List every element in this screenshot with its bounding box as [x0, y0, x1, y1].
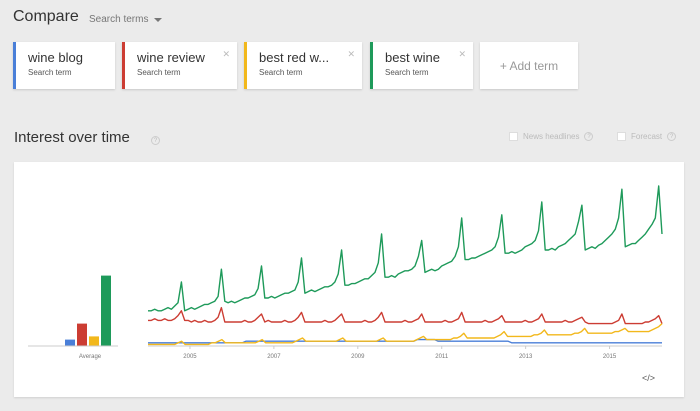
forecast-label: Forecast [631, 132, 663, 141]
news-headlines-option[interactable]: News headlines ? [509, 132, 594, 141]
news-headlines-label: News headlines [523, 132, 580, 141]
x-tick-label: 2015 [603, 354, 617, 360]
term-subtitle: Search term [259, 68, 303, 77]
add-term-button[interactable]: + Add term [480, 42, 578, 89]
average-bar [89, 336, 99, 346]
average-bar [77, 323, 87, 346]
help-icon[interactable]: ? [151, 136, 160, 145]
term-subtitle: Search term [28, 68, 72, 77]
search-terms-label: Search terms [89, 14, 149, 25]
term-name: wine review [137, 50, 205, 65]
forecast-option[interactable]: Forecast ? [617, 132, 677, 141]
term-card-best-wine[interactable]: best wine Search term ✕ [370, 42, 473, 89]
interest-chart: Average 2005 2007 2009 2011 2013 2015 [28, 185, 663, 360]
close-icon[interactable]: ✕ [222, 49, 230, 59]
x-tick-label: 2013 [519, 354, 533, 360]
average-bar [65, 339, 75, 346]
x-tick-label: 2011 [435, 354, 449, 360]
term-name: wine blog [28, 50, 83, 65]
x-tick-label: 2005 [183, 354, 197, 360]
close-icon[interactable]: ✕ [458, 49, 466, 59]
term-subtitle: Search term [137, 68, 181, 77]
news-headlines-checkbox[interactable] [509, 132, 518, 141]
section-title: Interest over time [14, 129, 130, 146]
help-icon[interactable]: ? [584, 132, 594, 141]
close-icon[interactable]: ✕ [347, 49, 355, 59]
term-name: best wine [385, 50, 440, 65]
term-card-wine-blog[interactable]: wine blog Search term [13, 42, 115, 89]
help-icon[interactable]: ? [667, 132, 677, 141]
series-line [148, 323, 663, 346]
interest-chart-panel: Average 2005 2007 2009 2011 2013 2015 [14, 162, 684, 397]
series-line [148, 306, 663, 325]
term-name: best red w... [259, 50, 330, 65]
embed-code-icon[interactable]: </> [642, 373, 656, 383]
average-label: Average [79, 354, 102, 360]
x-tick-label: 2009 [351, 354, 365, 360]
average-bar [101, 275, 111, 346]
search-terms-dropdown[interactable]: Search terms [89, 14, 163, 25]
compare-title: Compare [13, 8, 79, 25]
caret-down-icon [154, 17, 163, 22]
series-line [148, 185, 663, 312]
term-card-wine-review[interactable]: wine review Search term ✕ [122, 42, 237, 89]
forecast-checkbox[interactable] [617, 132, 626, 141]
x-tick-label: 2007 [267, 354, 281, 360]
term-card-best-red-wine[interactable]: best red w... Search term ✕ [244, 42, 362, 89]
term-subtitle: Search term [385, 68, 429, 77]
